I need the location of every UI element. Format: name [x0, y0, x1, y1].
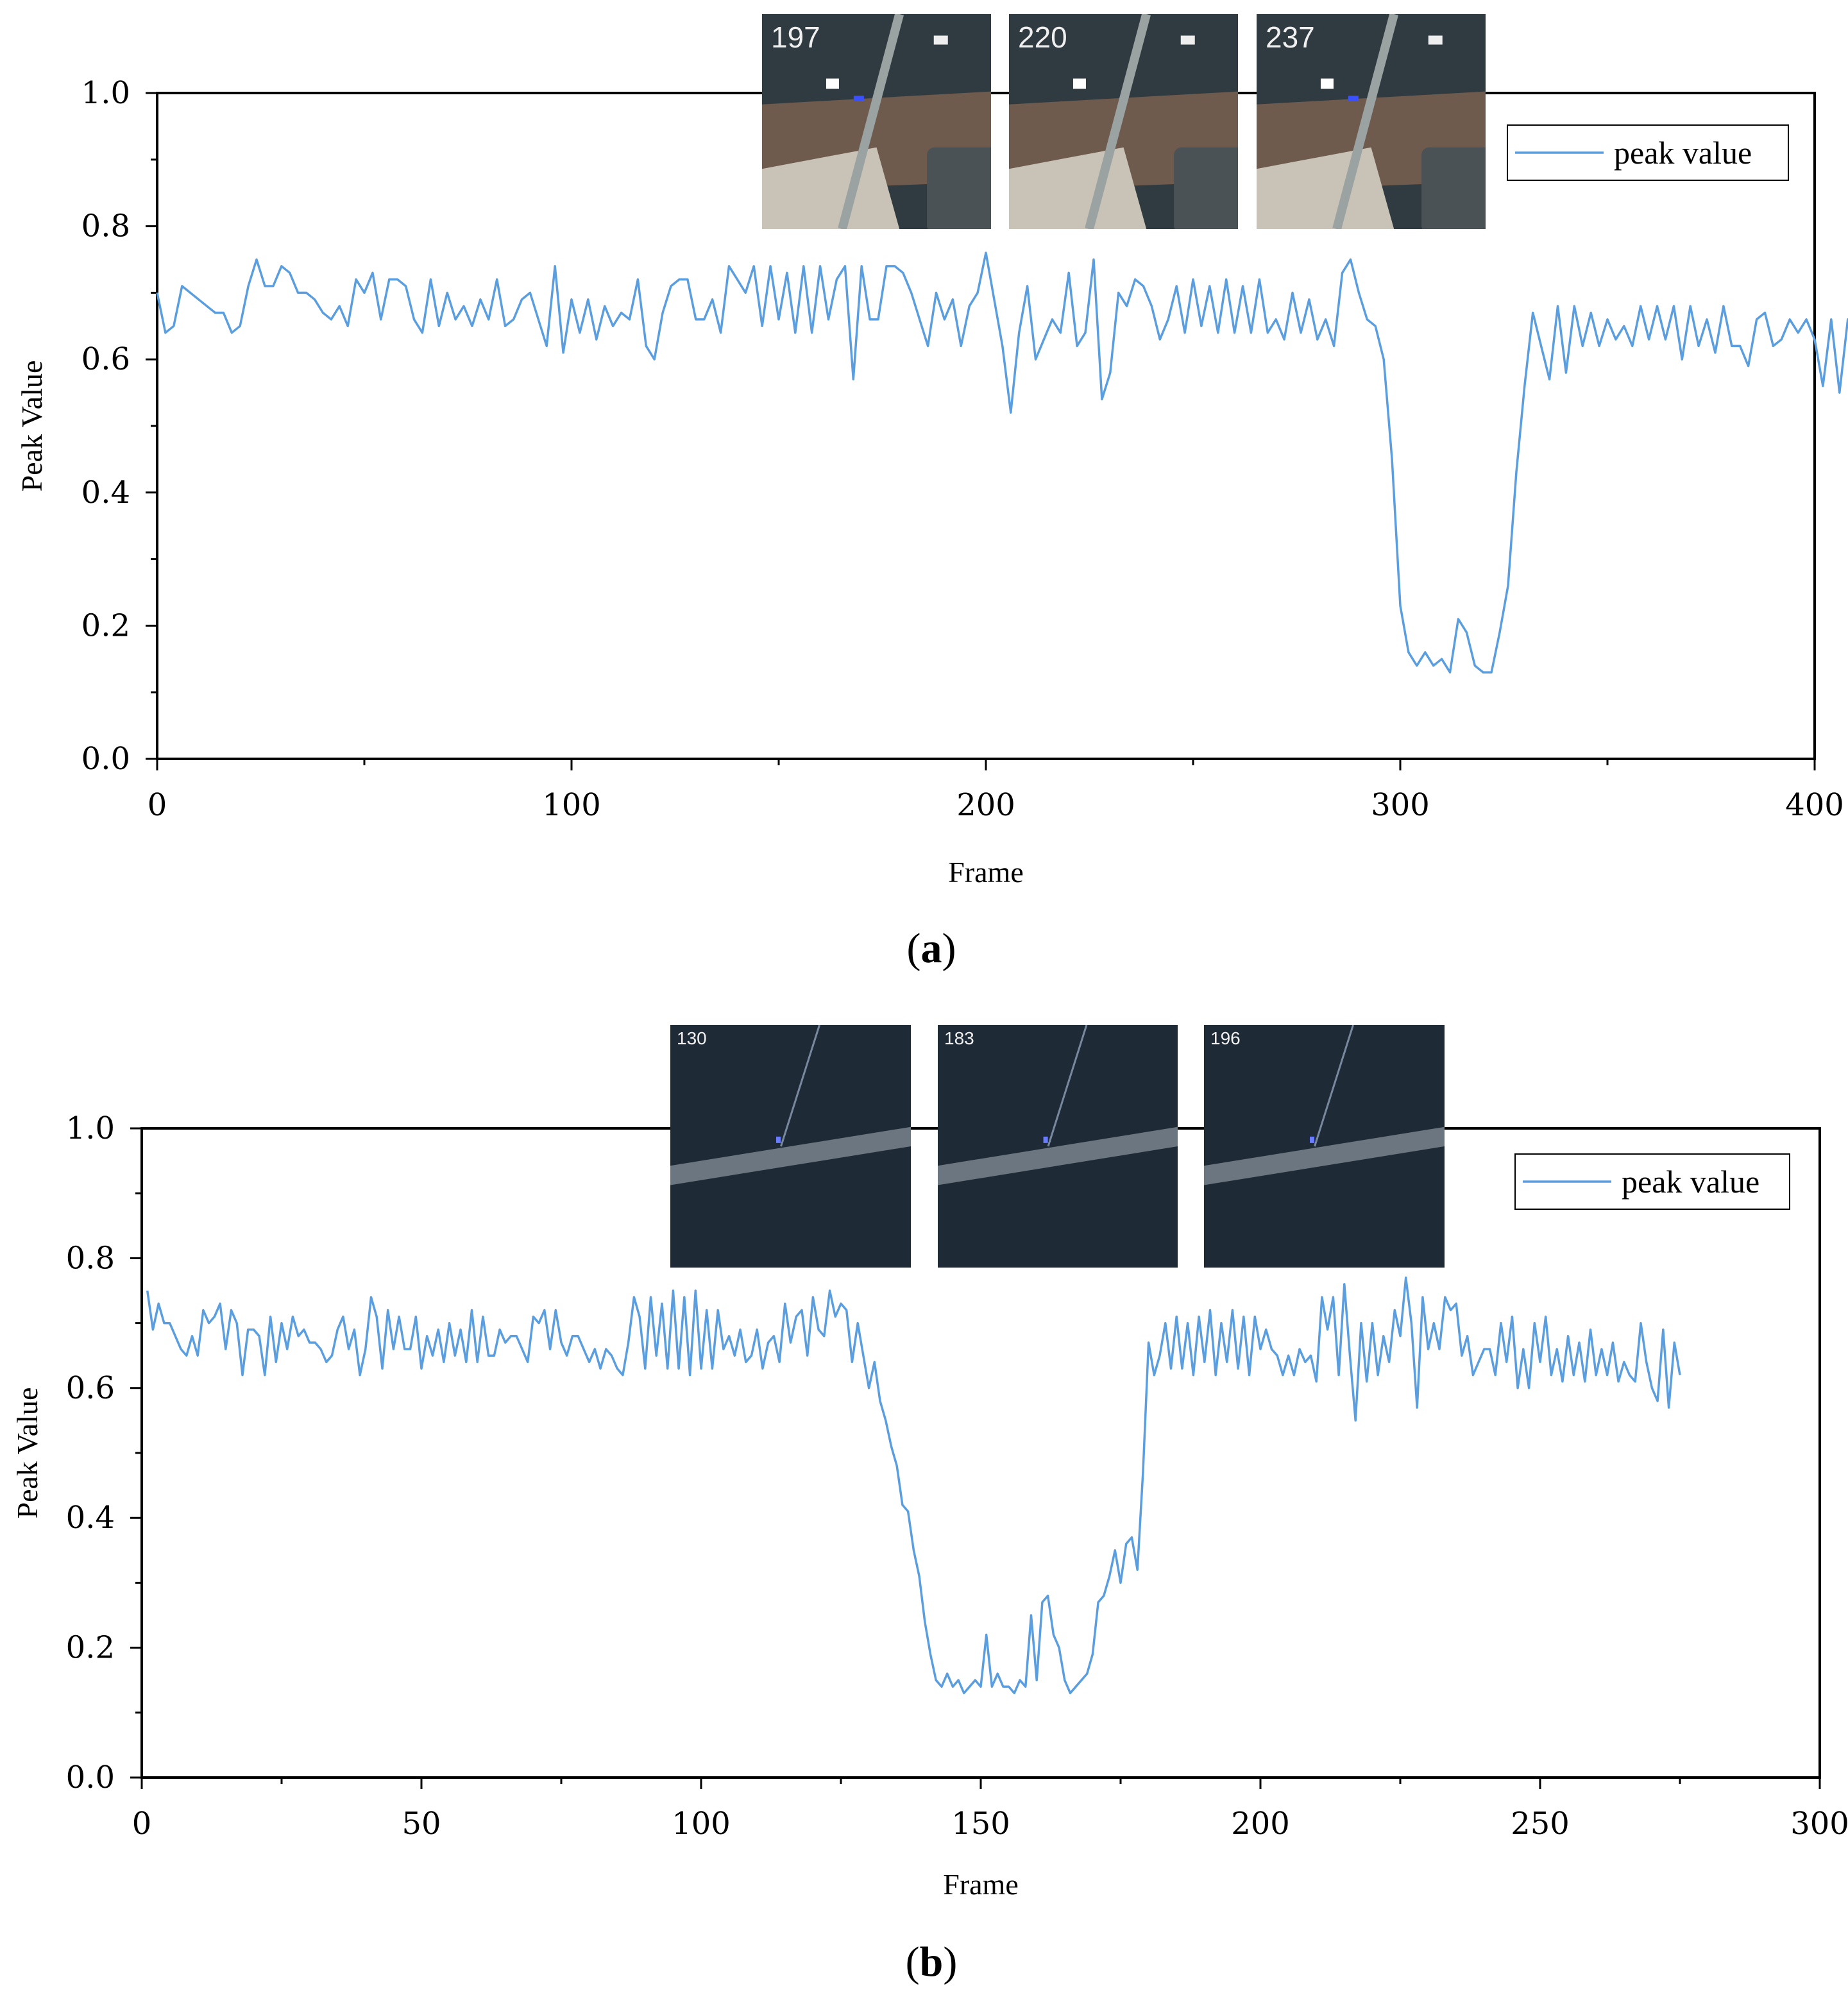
y-tick-label: 0.0	[81, 741, 130, 777]
road-line	[1085, 14, 1151, 229]
pavement	[1009, 147, 1147, 229]
thumbnail-frame-237: 237	[1257, 14, 1486, 229]
x-tick-label: 0	[148, 787, 167, 823]
target-marker	[1043, 1136, 1048, 1143]
y-tick-label: 1.0	[66, 1110, 115, 1146]
thumbnail-frame-number: 183	[944, 1028, 974, 1048]
series-line-peak-value	[156, 251, 1848, 674]
x-tick-label: 100	[672, 1806, 731, 1842]
x-tick-label: 300	[1371, 787, 1430, 823]
thumbnail-image	[938, 1025, 1178, 1268]
target-marker	[853, 96, 864, 101]
white-object	[1320, 78, 1334, 89]
ship-wake	[1314, 1025, 1354, 1147]
thumbnail-frame-196: 196	[1204, 1025, 1445, 1268]
bridge-deck	[1204, 1126, 1445, 1185]
vehicle	[927, 147, 991, 229]
ship-wake	[1047, 1025, 1088, 1147]
x-tick-label: 150	[951, 1806, 1010, 1842]
y-tick-label: 0.4	[81, 475, 130, 511]
legend: peak value	[1507, 124, 1789, 181]
target-marker	[1348, 96, 1359, 101]
thumbnail-frame-number: 237	[1266, 21, 1315, 54]
x-axis-title: Frame	[943, 1868, 1019, 1901]
thumbnail-frame-number: 196	[1210, 1028, 1241, 1048]
x-tick-label: 50	[402, 1806, 441, 1842]
y-tick-label: 0.6	[81, 341, 130, 377]
bridge-deck	[670, 1126, 911, 1185]
thumbnail-image	[1257, 14, 1486, 229]
y-tick-label: 0.8	[81, 208, 130, 244]
white-object	[1072, 78, 1086, 89]
legend-label: peak value	[1622, 1164, 1759, 1200]
x-tick-label: 250	[1511, 1806, 1570, 1842]
y-axis-title: Peak Value	[15, 361, 48, 492]
road-line	[1332, 14, 1398, 229]
pavement	[762, 147, 900, 229]
x-tick-label: 200	[956, 787, 1015, 823]
panel-label-paren: )	[942, 925, 956, 972]
panel-label-paren: )	[943, 1939, 957, 1985]
panel-label-paren: (	[906, 1939, 920, 1985]
y-tick-label: 0.0	[66, 1760, 115, 1796]
chart-panel-b: 0 50 100 150 200 250 300 0.0 0.2 0.4 0.6 0.8 1.0 Fram…	[11, 1025, 1848, 1901]
thumbnail-image	[1204, 1025, 1445, 1268]
vehicle	[1174, 147, 1238, 229]
target-marker	[776, 1136, 781, 1143]
white-object	[1428, 35, 1443, 45]
legend: peak value	[1514, 1153, 1790, 1210]
thumbnail-image	[1009, 14, 1238, 229]
target-marker	[1310, 1136, 1314, 1143]
thumbnail-frame-183: 183	[938, 1025, 1178, 1268]
x-tick-label: 100	[542, 787, 601, 823]
road-line	[838, 14, 904, 229]
y-tick-label: 0.8	[66, 1240, 115, 1276]
thumbnail-image	[670, 1025, 911, 1268]
bridge-deck	[938, 1126, 1178, 1185]
white-object	[826, 78, 839, 89]
thumbnail-frame-130: 130	[670, 1025, 911, 1268]
y-tick-label: 0.6	[66, 1370, 115, 1406]
y-tick-label: 0.4	[66, 1500, 115, 1536]
x-tick-label: 0	[132, 1806, 152, 1842]
y-tick-label: 0.2	[66, 1630, 115, 1666]
panel-label: (b)	[906, 1939, 958, 1985]
vehicle	[1421, 147, 1486, 229]
white-object	[933, 35, 948, 45]
thumbnail-image	[762, 14, 991, 229]
legend-label: peak value	[1614, 135, 1752, 171]
thumbnail-frame-220: 220	[1009, 14, 1238, 229]
x-axis-title: Frame	[948, 856, 1024, 888]
thumbnail-frame-number: 130	[677, 1028, 707, 1048]
thumbnail-frame-197: 197	[762, 14, 991, 229]
y-tick-label: 0.2	[81, 607, 130, 643]
y-tick-label: 1.0	[81, 75, 130, 111]
pavement	[1257, 147, 1394, 229]
panel-label-paren: (	[907, 925, 921, 972]
thumbnail-frame-number: 220	[1018, 21, 1067, 54]
y-axis-title: Peak Value	[11, 1388, 44, 1519]
white-object	[1180, 35, 1195, 45]
x-tick-label: 300	[1790, 1806, 1848, 1842]
ship-wake	[780, 1025, 820, 1147]
panel-label: (a)	[907, 925, 956, 972]
x-tick-label: 400	[1785, 787, 1844, 823]
panel-label-letter: a	[921, 925, 942, 972]
series-line-peak-value	[146, 1277, 1681, 1695]
thumbnail-frame-number: 197	[771, 21, 820, 54]
panel-label-letter: b	[920, 1939, 944, 1985]
chart-panel-a: 0 100 200 300 400 0.0 0.2 0.4 0.6 0.8 1.0 Frame Peak…	[15, 14, 1848, 888]
x-tick-label: 200	[1231, 1806, 1290, 1842]
